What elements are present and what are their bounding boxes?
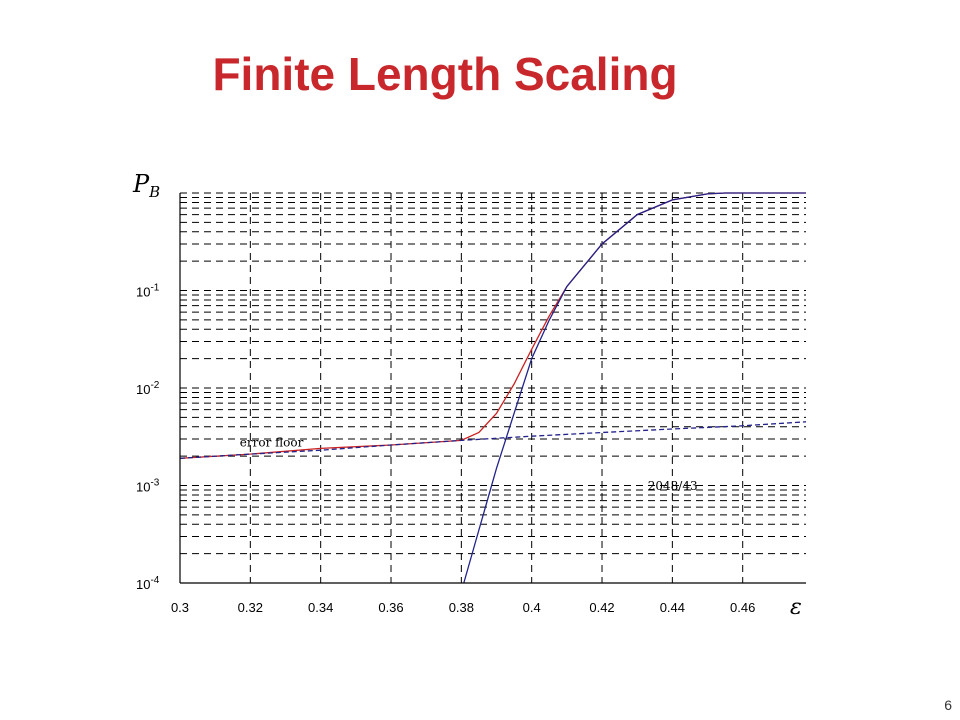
code-length-annotation: 2048/43: [648, 479, 698, 493]
axes: [179, 193, 806, 584]
series-layer: [179, 192, 807, 584]
grid: [180, 192, 806, 583]
x-tick-label: 0.4: [523, 600, 541, 615]
x-axis-label: ε: [790, 595, 802, 620]
series-line-3: [463, 192, 806, 584]
labels: 0.3 0.32 0.34 0.36 0.38 0.4 0.42 0.44 0.46 10-4 10…: [132, 170, 802, 620]
series-line-2: [179, 421, 807, 459]
x-tick-label: 0.38: [449, 600, 474, 615]
slide-title: Finite Length Scaling: [212, 48, 678, 100]
page-number: 6: [944, 697, 952, 713]
x-tick-label: 0.46: [730, 600, 755, 615]
y-tick-label: 10-2: [136, 380, 160, 397]
y-axis-label: PB: [132, 170, 160, 201]
x-tick-label: 0.42: [589, 600, 614, 615]
x-tick-label: 0.3: [171, 600, 189, 615]
y-tick-label: 10-3: [136, 478, 160, 495]
x-tick-label: 0.34: [308, 600, 333, 615]
y-tick-label: 10-1: [136, 283, 160, 300]
error-floor-annotation: error floor: [240, 436, 304, 450]
x-tick-label: 0.32: [238, 600, 263, 615]
x-tick-label: 0.44: [660, 600, 685, 615]
x-tick-label: 0.36: [378, 600, 403, 615]
series-line-1: [179, 192, 806, 459]
y-tick-label: 10-4: [136, 575, 160, 592]
